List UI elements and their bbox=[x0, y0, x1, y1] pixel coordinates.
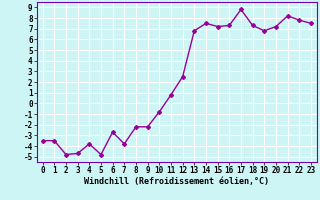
X-axis label: Windchill (Refroidissement éolien,°C): Windchill (Refroidissement éolien,°C) bbox=[84, 177, 269, 186]
